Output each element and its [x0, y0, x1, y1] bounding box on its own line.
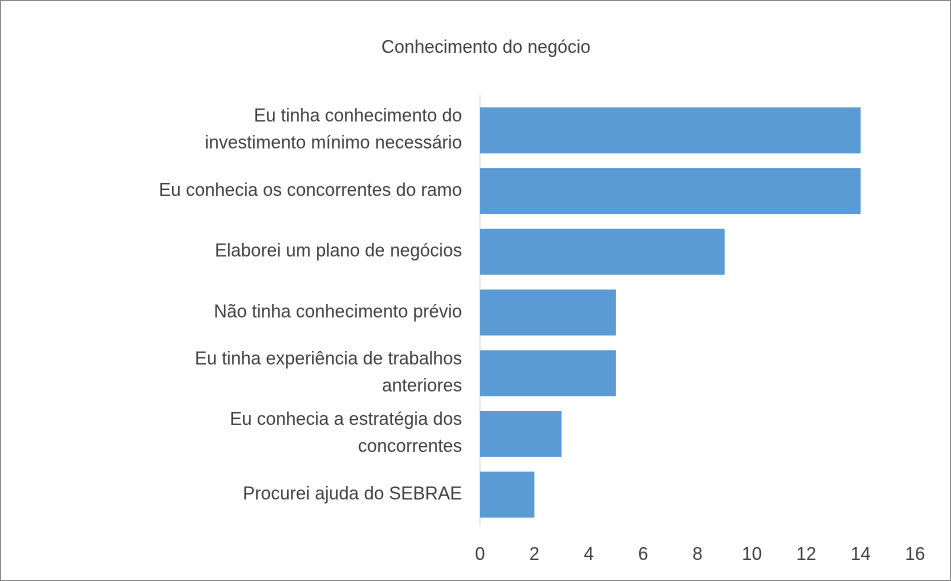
y-tick-label: Não tinha conhecimento prévio	[214, 301, 462, 321]
x-tick-label: 4	[584, 544, 594, 564]
bar	[480, 107, 861, 154]
bar	[480, 228, 725, 275]
chart-title: Conhecimento do negócio	[381, 37, 590, 57]
y-tick-label: investimento mínimo necessário	[205, 133, 462, 153]
x-tick-label: 0	[475, 544, 485, 564]
bar	[480, 168, 861, 215]
y-tick-label: Elaborei um plano de negócios	[215, 241, 462, 261]
x-tick-label: 14	[851, 544, 871, 564]
bar	[480, 289, 616, 336]
y-tick-label: Eu tinha conhecimento do	[254, 106, 462, 126]
x-tick-label: 8	[692, 544, 702, 564]
y-tick-label: concorrentes	[358, 436, 462, 456]
bar	[480, 350, 616, 397]
bar	[480, 471, 535, 518]
y-tick-label: Eu conhecia os concorrentes do ramo	[159, 180, 462, 200]
x-tick-label: 2	[529, 544, 539, 564]
x-tick-label: 12	[796, 544, 816, 564]
x-tick-label: 16	[905, 544, 925, 564]
y-tick-label: Procurei ajuda do SEBRAE	[243, 483, 462, 503]
y-tick-label: Eu tinha experiência de trabalhos	[195, 348, 462, 368]
y-tick-label: anteriores	[382, 375, 462, 395]
y-tick-label: Eu conhecia a estratégia dos	[230, 409, 462, 429]
x-tick-label: 6	[638, 544, 648, 564]
x-tick-label: 10	[742, 544, 762, 564]
bar	[480, 410, 562, 457]
